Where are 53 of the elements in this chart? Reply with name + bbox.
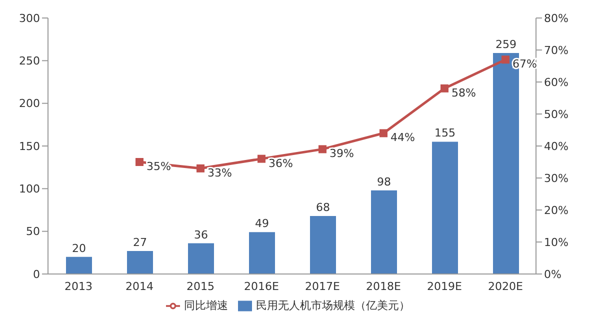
point [318, 145, 326, 154]
data-label: 36% [268, 156, 293, 170]
point [136, 158, 144, 166]
x-tick-label: 2015 [186, 280, 214, 293]
data-label: 44% [390, 131, 415, 144]
y2-tick-label: 10% [544, 236, 568, 249]
bar [249, 232, 275, 274]
bar [432, 142, 458, 274]
y2-tick-label: 40% [544, 140, 568, 153]
x-tick-label: 2017E [305, 280, 340, 293]
data-label: 39% [330, 147, 354, 160]
bar [188, 243, 214, 274]
x-tick-label: 2013 [64, 280, 92, 293]
y2-tick-label: 60% [544, 76, 568, 89]
data-label: 20 [72, 242, 86, 255]
data-label: 58% [452, 86, 476, 100]
x-tick-label: 2014 [126, 280, 154, 293]
point [196, 164, 204, 172]
bar [127, 250, 153, 274]
bar [371, 190, 397, 274]
data-label: 259 [496, 38, 516, 51]
point [380, 129, 388, 138]
y-tick-label: 100 [19, 182, 40, 196]
y2-tick-label: 20% [544, 204, 568, 217]
y-tick-label: 300 [19, 12, 40, 25]
y2-tick-label: 0% [544, 268, 562, 281]
y-tick-label: 50 [26, 225, 40, 238]
y-tick-label: 150 [19, 140, 40, 153]
data-label: 155 [434, 126, 456, 140]
y-tick-label: 200 [19, 97, 40, 110]
legend-label: 同比增速 [184, 299, 228, 312]
y2-tick-label: 30% [544, 172, 568, 185]
data-label: 49 [255, 217, 269, 230]
data-label: 68 [316, 200, 330, 214]
y2-tick-label: 80% [544, 12, 568, 25]
point [258, 154, 266, 163]
point [440, 84, 448, 92]
point [502, 56, 510, 64]
data-label: 33% [208, 166, 232, 180]
x-tick-label: 2018E [366, 280, 402, 293]
data-label: 36 [194, 228, 208, 242]
bar [66, 256, 92, 274]
data-label: 27 [133, 236, 147, 249]
y-tick-label: 250 [19, 54, 40, 68]
x-tick-label: 2020E [488, 280, 524, 293]
x-tick-label: 2019E [427, 280, 462, 293]
y2-tick-label: 70% [544, 44, 568, 57]
data-label: 98 [377, 175, 391, 188]
y2-tick-label: 50% [544, 108, 568, 121]
y-tick-label: 0 [33, 268, 40, 281]
bar [310, 216, 336, 274]
x-tick-label: 2016E [244, 280, 280, 293]
legend-label: 民用无人机市场规模（亿美元） [256, 299, 410, 312]
